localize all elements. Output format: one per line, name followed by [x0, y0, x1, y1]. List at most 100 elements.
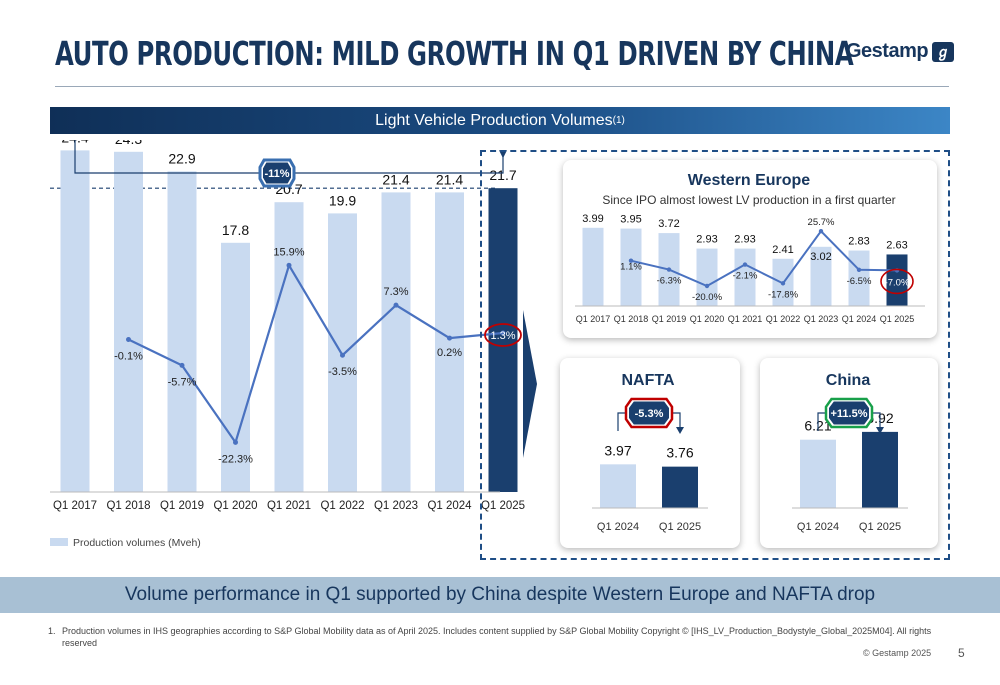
bar-value-label: 2.63: [886, 239, 907, 251]
bar-value-label: 3.95: [620, 214, 641, 226]
growth-point: [233, 439, 238, 445]
bar-value-label: 3.72: [658, 218, 679, 230]
change-badge: [629, 401, 669, 425]
growth-label: -17.8%: [768, 289, 799, 300]
bar-q1-2023: [810, 246, 832, 306]
bar-q1-2025: [662, 466, 698, 508]
highlight-circle: [880, 268, 914, 295]
growth-point: [126, 336, 131, 342]
china-title: China: [825, 372, 871, 389]
logo-icon: ℊ: [932, 41, 955, 62]
growth-label: -0.1%: [114, 350, 143, 362]
bar-value-label: 3.97: [604, 442, 631, 458]
highlight-circle: [484, 323, 522, 347]
bracket-arrowhead: [876, 427, 884, 434]
x-tick-label: Q1 2024: [842, 314, 877, 324]
x-tick-label: Q1 2023: [804, 314, 839, 324]
bar-q1-2021: [734, 248, 756, 306]
change-badge-label: -11%: [264, 168, 289, 180]
x-tick-label: Q1 2024: [427, 500, 472, 512]
bar-value-label: 2.83: [848, 236, 869, 248]
growth-label: 0.2%: [437, 347, 462, 359]
growth-label: -22.3%: [218, 453, 253, 465]
copyright: © Gestamp 2025: [863, 648, 932, 658]
change-badge-label: -5.3%: [635, 408, 664, 420]
regional-highlight-box: [480, 150, 950, 560]
section-banner: Light Vehicle Production Volumes (1): [50, 107, 950, 134]
growth-point: [780, 281, 786, 286]
bar-value-label: 21.4: [436, 171, 463, 187]
key-message-band: Volume performance in Q1 supported by Ch…: [0, 577, 1000, 613]
growth-point: [340, 352, 345, 358]
growth-label: 7.3%: [383, 286, 408, 298]
growth-point: [856, 267, 862, 272]
logo-text: Gestamp: [846, 40, 929, 62]
growth-label: -6.5%: [847, 276, 872, 287]
bar-q1-2025: [862, 431, 898, 508]
x-tick-label: Q1 2021: [728, 314, 763, 324]
x-tick-label: Q1 2017: [576, 314, 611, 324]
x-tick-label: Q1 2025: [659, 521, 701, 533]
growth-label: 1.1%: [620, 262, 642, 273]
change-badge: [263, 162, 291, 184]
footnote: 1. Production volumes in IHS geographies…: [48, 625, 942, 649]
western-europe-title: Western Europe: [687, 172, 811, 189]
bar-q1-2020: [221, 242, 250, 492]
legend-swatch: [50, 538, 68, 546]
bar-q1-2024: [800, 439, 836, 508]
bar-q1-2024: [600, 464, 636, 508]
bar-q1-2019: [167, 171, 197, 492]
bar-q1-2017: [582, 227, 604, 306]
x-tick-label: Q1 2025: [481, 500, 525, 512]
x-tick-label: Q1 2020: [213, 500, 257, 512]
growth-point: [447, 335, 452, 341]
bar-q1-2022: [328, 213, 357, 492]
footnote-number: 1.: [48, 626, 56, 636]
x-tick-label: Q1 2019: [160, 500, 204, 512]
bar-value-label: 22.9: [168, 150, 195, 166]
growth-label-highlight: 1.3%: [490, 330, 515, 342]
x-tick-label: Q1 2023: [374, 500, 418, 512]
x-tick-label: Q1 2024: [597, 521, 639, 533]
bar-q1-2025: [488, 188, 518, 492]
bar-q1-2023: [381, 192, 411, 492]
legend-label: Production volumes (Mveh): [73, 537, 201, 549]
bracket-arrowhead: [676, 427, 684, 434]
growth-point: [179, 362, 185, 368]
change-badge: [829, 401, 869, 425]
x-tick-label: Q1 2019: [652, 314, 687, 324]
growth-point: [286, 262, 292, 268]
growth-label: -3.5%: [328, 366, 357, 378]
bar-q1-2018: [620, 228, 642, 306]
bar-q1-2020: [696, 248, 718, 306]
growth-point: [628, 258, 634, 263]
x-tick-label: Q1 2021: [267, 500, 311, 512]
x-tick-label: Q1 2022: [766, 314, 801, 324]
growth-label: 15.9%: [273, 246, 304, 258]
growth-label: -2.1%: [733, 271, 758, 282]
banner-footnote-ref: (1): [612, 115, 625, 126]
growth-point: [666, 267, 672, 272]
bar-value-label: 24.3: [115, 140, 142, 147]
bar-value-label: 3.99: [582, 213, 603, 225]
bracket-arrowhead: [499, 150, 507, 159]
growth-label: 25.7%: [808, 217, 835, 228]
bar-q1-2024: [435, 192, 464, 492]
bar-value-label: 2.93: [734, 234, 755, 246]
growth-point: [393, 302, 399, 308]
china-card: China 6.21 Q1 2024 6.92 Q1 2025 +11.5%: [760, 358, 938, 548]
growth-line: [630, 229, 898, 288]
nafta-chart: 3.97 Q1 2024 3.76 Q1 2025 -5.3%: [592, 397, 708, 533]
gestamp-logo: Gestamp ℊ: [846, 40, 955, 63]
western-europe-subtitle: Since IPO almost lowest LV production in…: [602, 193, 896, 207]
growth-point: [818, 228, 824, 234]
growth-point: [742, 262, 748, 267]
x-tick-label: Q1 2018: [106, 500, 150, 512]
growth-label-highlight: -7.0%: [885, 277, 910, 288]
bar-value-label: 2.41: [772, 244, 793, 256]
growth-label: -6.3%: [657, 276, 682, 287]
change-badge-label: +11.5%: [830, 408, 867, 420]
growth-label: -5.7%: [168, 376, 197, 388]
